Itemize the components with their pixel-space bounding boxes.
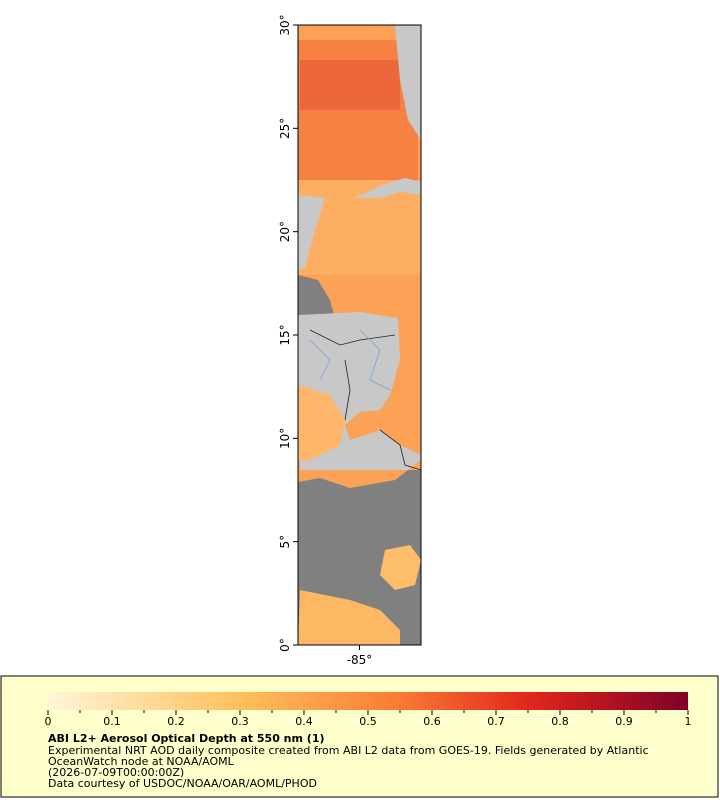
y-tick-label: 15° xyxy=(278,324,292,345)
colorbar-tick-label: 0.6 xyxy=(423,715,441,728)
legend-line: OceanWatch node at NOAA/AOML xyxy=(48,755,235,768)
y-tick-label: 5° xyxy=(278,535,292,549)
y-tick-label: 0° xyxy=(278,638,292,652)
colorbar-tick-label: 0.2 xyxy=(167,715,185,728)
map-image xyxy=(298,25,421,645)
colorbar-tick-label: 0.4 xyxy=(295,715,313,728)
colorbar-tick-label: 0.1 xyxy=(103,715,121,728)
y-tick-label: 20° xyxy=(278,221,292,242)
legend-line: (2026-07-09T00:00:00Z) xyxy=(48,766,184,779)
colorbar-tick-label: 0 xyxy=(45,715,52,728)
colorbar-tick-label: 0.8 xyxy=(551,715,569,728)
legend-line: Experimental NRT AOD daily composite cre… xyxy=(48,744,649,757)
colorbar-tick-label: 0.7 xyxy=(487,715,505,728)
colorbar-tick-label: 0.5 xyxy=(359,715,377,728)
colorbar xyxy=(48,692,688,710)
y-tick-label: 10° xyxy=(278,428,292,449)
colorbar-tick-label: 0.9 xyxy=(615,715,633,728)
y-tick-label: 30° xyxy=(278,14,292,35)
x-tick-label: -85° xyxy=(347,653,373,667)
legend-line: Data courtesy of USDOC/NOAA/OAR/AOML/PHO… xyxy=(48,777,317,790)
legend-title: ABI L2+ Aerosol Optical Depth at 550 nm … xyxy=(48,732,325,745)
colorbar-tick-label: 0.3 xyxy=(231,715,249,728)
y-tick-label: 25° xyxy=(278,118,292,139)
colorbar-tick-label: 1 xyxy=(685,715,692,728)
